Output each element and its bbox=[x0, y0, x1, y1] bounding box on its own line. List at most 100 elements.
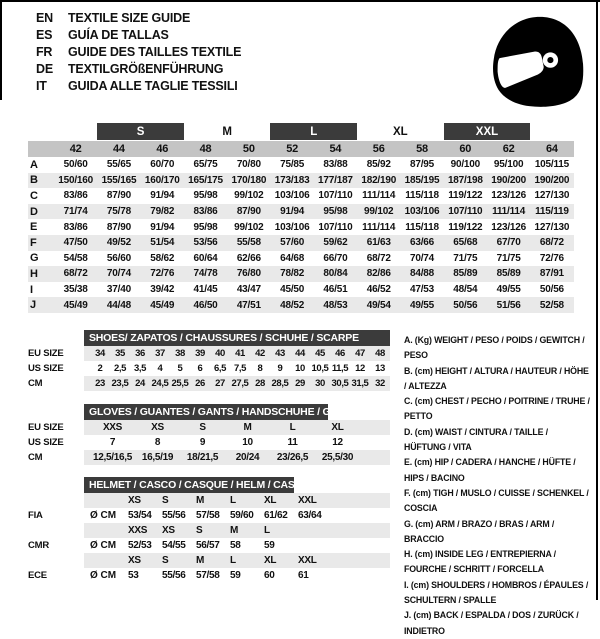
size-value-cell: 107/110 bbox=[318, 190, 353, 202]
size-value-cell: 78/82 bbox=[280, 268, 305, 280]
row-band: Ø CM 53/54 55/56 57/58 59/60 61/62 63/64 bbox=[84, 508, 390, 523]
size-value-cell: 173/183 bbox=[274, 174, 310, 186]
size-value-cell: 35 bbox=[115, 348, 125, 359]
size-value-cell: 70/74 bbox=[410, 252, 435, 264]
size-value-cell: 49/55 bbox=[410, 299, 435, 311]
size-value-cell: 59/60 bbox=[230, 510, 254, 521]
size-value-cell: 72/76 bbox=[150, 268, 175, 280]
size-number: 54 bbox=[329, 143, 342, 155]
size-label-cell: L bbox=[230, 555, 236, 566]
size-value-cell: 10,5 bbox=[311, 363, 329, 374]
size-value-cell: 58 bbox=[230, 540, 241, 551]
table-row: A 50/60 55/65 60/70 65/75 70/80 75/85 83/88 85/9… bbox=[28, 157, 574, 173]
size-value-cell: 119/122 bbox=[448, 190, 483, 202]
size-value-cell: XXS bbox=[102, 422, 123, 433]
size-value-cell: 83/86 bbox=[63, 221, 88, 233]
size-value-cell: 127/130 bbox=[534, 190, 570, 202]
row-letter: B bbox=[30, 174, 38, 187]
size-value-cell: 55/56 bbox=[162, 510, 186, 521]
size-value-cell: 190/200 bbox=[534, 174, 570, 186]
size-value-cell: 12 bbox=[332, 437, 343, 448]
size-number: 58 bbox=[416, 143, 428, 155]
size-value-cell: 27 bbox=[215, 378, 225, 389]
title-text: GUIDA ALLE TAGLIE TESSILI bbox=[68, 79, 238, 93]
size-value-cell: 52/53 bbox=[128, 540, 152, 551]
size-value-cell: 53/54 bbox=[128, 510, 152, 521]
size-value-cell: 45/50 bbox=[280, 284, 305, 296]
table-row: EU SIZE 34 35 36 37 38 39 40 41 42 43 44 45 46 47 48 bbox=[28, 346, 390, 361]
row-band: XS S M L XL XXL bbox=[84, 493, 390, 508]
size-value-cell: 190/200 bbox=[491, 174, 526, 186]
size-value-cell: 12 bbox=[355, 363, 365, 374]
size-number: 62 bbox=[502, 143, 515, 155]
size-number: 56 bbox=[372, 143, 385, 155]
size-label-cell: XL bbox=[264, 555, 277, 566]
size-value-cell: 39 bbox=[195, 348, 205, 359]
table-row: US SIZE 2 2,5 3,5 4 5 6 6,5 7,5 8 9 10 10,5 11,5 12 13 bbox=[28, 361, 390, 376]
row-label: CM bbox=[28, 452, 43, 463]
size-label-cell: XXS bbox=[128, 525, 148, 536]
size-value-cell: 4 bbox=[157, 363, 163, 374]
title-row: FR GUIDE DES TAILLES TEXTILE bbox=[36, 44, 241, 61]
size-group-XXL: XXL bbox=[443, 123, 531, 140]
size-value-cell: 57/58 bbox=[196, 510, 220, 521]
table-row: E 83/86 87/90 91/94 95/98 99/102 103/106 107/11… bbox=[28, 219, 574, 235]
textile-size-table: S M L XL XXL 42 44 46 48 50 52 54 56 58 60 62 64 A 50/60 55… bbox=[28, 123, 574, 313]
size-value-cell: 25,5/30 bbox=[321, 452, 354, 463]
size-value-cell: 48/54 bbox=[453, 284, 478, 296]
size-value-cell: 56/57 bbox=[196, 540, 220, 551]
table-row: EU SIZE XXS XS S M L XL bbox=[28, 420, 390, 435]
size-value-cell: 107/110 bbox=[318, 221, 353, 233]
size-value-cell: 60/70 bbox=[150, 159, 175, 171]
size-value-cell: 24,5 bbox=[151, 378, 169, 389]
size-value-cell: 27,5 bbox=[231, 378, 249, 389]
measurement-legend: A. (Kg) WEIGHT / PESO / POIDS / GEWITCH … bbox=[404, 333, 592, 639]
size-value-cell: 115/118 bbox=[405, 190, 439, 202]
size-value-cell: 65/68 bbox=[453, 237, 478, 249]
size-value-cell: 91/94 bbox=[280, 206, 305, 218]
size-value-cell: 36 bbox=[135, 348, 145, 359]
size-value-cell: 45/49 bbox=[63, 299, 88, 311]
top-border bbox=[0, 0, 600, 2]
row-letter: I bbox=[30, 283, 33, 296]
size-value-cell: 29 bbox=[295, 378, 305, 389]
row-band: Ø CM 52/53 54/55 56/57 58 59 bbox=[84, 538, 390, 553]
table-header: GLOVES / GUANTES / GANTS / HANDSCHUHE / … bbox=[28, 404, 390, 420]
size-value-cell: 42 bbox=[255, 348, 265, 359]
size-group-S: S bbox=[97, 123, 184, 140]
row-band: Ø CM 53 55/56 57/58 59 60 61 bbox=[84, 568, 390, 583]
standard-label: FIA bbox=[28, 510, 43, 521]
table-header: HELMET / CASCO / CASQUE / HELM / CASCO bbox=[28, 477, 390, 493]
size-value-cell: 66/70 bbox=[323, 252, 348, 264]
table-title: HELMET / CASCO / CASQUE / HELM / CASCO bbox=[84, 477, 310, 493]
row-label: US SIZE bbox=[28, 363, 64, 374]
size-value-cell: 40 bbox=[215, 348, 225, 359]
helmet-size-row: XS S M L XL XXL bbox=[28, 553, 390, 568]
title-row: ES GUÍA DE TALLAS bbox=[36, 27, 241, 44]
table-title: GLOVES / GUANTES / GANTS / HANDSCHUHE / … bbox=[84, 404, 362, 420]
table-row: G 54/58 56/60 58/62 60/64 62/66 64/68 66/70 68/7… bbox=[28, 251, 574, 267]
size-value-cell: 91/94 bbox=[150, 221, 175, 233]
size-value-cell: 127/130 bbox=[534, 221, 570, 233]
size-number: 44 bbox=[113, 143, 125, 155]
size-value-cell: 52/58 bbox=[539, 299, 564, 311]
table-row: D 71/74 75/78 79/82 83/86 87/90 91/94 95/98 99/1… bbox=[28, 203, 574, 220]
size-value-cell: 43/47 bbox=[236, 284, 261, 296]
size-value-cell: 50/56 bbox=[539, 284, 564, 296]
gloves-size-table: GLOVES / GUANTES / GANTS / HANDSCHUHE / … bbox=[28, 404, 390, 465]
legend-item: I. (cm) SHOULDERS / HOMBROS / ÉPAULES / … bbox=[404, 579, 589, 606]
size-value-cell: 71/75 bbox=[453, 252, 478, 264]
size-value-cell: 87/90 bbox=[236, 206, 261, 218]
size-value-cell: 7 bbox=[109, 437, 116, 448]
size-value-cell: 51/56 bbox=[496, 299, 521, 311]
size-label-cell: M bbox=[196, 495, 205, 506]
size-label-cell: XS bbox=[128, 555, 141, 566]
row-letter: A bbox=[30, 158, 38, 171]
size-value-cell: 72/76 bbox=[539, 252, 564, 264]
size-group-XL: XL bbox=[393, 125, 408, 138]
size-value-cell: 165/175 bbox=[188, 174, 223, 186]
legend-item: C. (cm) CHEST / PECHO / POITRINE / TRUHE… bbox=[404, 396, 590, 422]
size-value-cell: 87/90 bbox=[106, 190, 131, 202]
size-value-cell: 50/56 bbox=[453, 299, 478, 311]
table-header: SHOES/ ZAPATOS / CHAUSSURES / SCHUHE / S… bbox=[28, 330, 390, 346]
